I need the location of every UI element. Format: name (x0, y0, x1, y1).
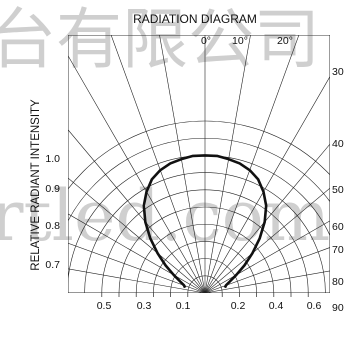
grid-spoke (68, 129, 206, 293)
grid-spoke (68, 55, 206, 293)
angle-label: 40 (332, 138, 344, 150)
angle-label: 10° (232, 35, 248, 47)
grid-spoke (204, 143, 330, 293)
grid-spoke (204, 75, 330, 293)
grid-spoke (204, 247, 330, 293)
left-scale-label: 0.8 (45, 220, 60, 232)
grid-spoke (159, 35, 206, 293)
left-scale-label: 0.9 (45, 183, 60, 195)
axis-labels: 0° 10° 20° 30 40 50 60 70 80 90 1.0 0.9 0.8 0.7 0.5 0.3… (45, 35, 343, 314)
grid-spoke (204, 35, 300, 293)
grid-spoke (68, 242, 206, 293)
angle-label: 0° (201, 35, 211, 47)
grid-spoke (204, 270, 330, 293)
y-axis-label: RELATIVE RADIANT INTENSITY (30, 99, 42, 271)
intensity-curve-0 (142, 154, 268, 289)
angle-label: 90 (332, 302, 344, 314)
angle-label: 30 (332, 66, 344, 78)
grid-spoke (204, 220, 330, 293)
angle-label: 60 (332, 221, 344, 233)
bottom-axis-label: 0.1 (176, 300, 191, 312)
bottom-axis-label: 0.6 (307, 300, 322, 312)
angle-label: 70 (332, 244, 344, 256)
intensity-curves (142, 154, 268, 289)
chart-title: RADIATION DIAGRAM (133, 12, 257, 26)
grid-spoke (204, 187, 330, 293)
bottom-axis-label: 0.4 (269, 300, 284, 312)
bottom-axis-label: 0.2 (231, 300, 246, 312)
bottom-axis-label: 0.3 (137, 300, 152, 312)
grid-spoke (204, 35, 251, 293)
angle-label: 80 (332, 276, 344, 288)
bottom-axis-label: 0.5 (97, 300, 112, 312)
left-scale-label: 0.7 (45, 259, 60, 271)
grid-spoke (68, 268, 206, 293)
angle-label: 20° (277, 35, 293, 47)
grid-spoke (110, 35, 206, 293)
left-scale-label: 1.0 (45, 153, 60, 165)
angle-label: 50 (332, 184, 344, 196)
grid-spoke (68, 177, 206, 293)
grid-spoke (68, 213, 206, 293)
